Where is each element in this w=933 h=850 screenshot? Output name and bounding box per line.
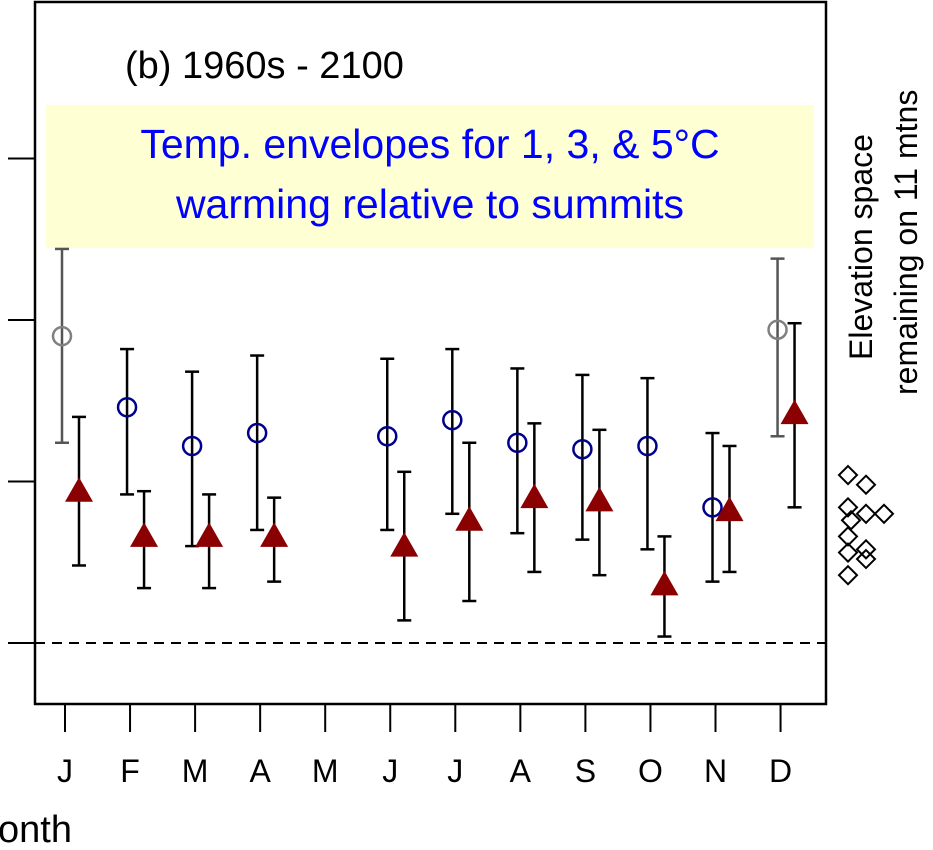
triangle-point-group (65, 415, 93, 567)
triangle-point (195, 522, 224, 547)
circle-point (702, 497, 723, 518)
triangle-point (650, 570, 679, 596)
triangle-point (585, 486, 614, 512)
diamond-point (855, 474, 877, 496)
x-axis-title: onth (0, 809, 72, 850)
circle-point-group (377, 357, 398, 532)
right-label-line-2: remaining on 11 mtns (888, 90, 924, 395)
circle-point (767, 319, 788, 340)
triangle-point-group (715, 444, 744, 574)
annotation-highlight (46, 105, 814, 248)
triangle-point-group (130, 489, 159, 590)
data-marks (51, 247, 895, 638)
circle-point (246, 422, 268, 444)
diamond-point (855, 548, 877, 570)
circle-point-group (246, 354, 268, 532)
circle-point (377, 426, 398, 447)
diamond-point (837, 464, 859, 486)
circle-point-group (767, 257, 788, 438)
circle-point-group (572, 373, 593, 541)
triangle-point-group (260, 496, 289, 583)
circle-point (637, 435, 658, 457)
circle-point-group (181, 370, 203, 548)
diamond-point (873, 503, 895, 525)
x-tick-label: M (312, 753, 339, 789)
triangle-point-group (455, 441, 484, 603)
circle-point (181, 435, 203, 457)
plot-frame (33, 0, 828, 706)
triangle-point-group (650, 535, 679, 638)
triangle-point (130, 522, 159, 547)
diamond-point (837, 496, 859, 518)
annotation-line-2: warming relative to summits (175, 181, 684, 227)
circle-point-group (116, 347, 138, 496)
circle-point-group (507, 367, 528, 535)
diamond-cluster (837, 464, 895, 586)
x-tick-label: A (510, 753, 532, 789)
triangle-point-group (195, 493, 224, 590)
circle-point-group (702, 431, 723, 583)
diamond-point (855, 538, 877, 560)
x-tick-label: S (575, 753, 596, 789)
x-tick-label: A (249, 753, 271, 789)
x-tick-label: J (57, 753, 73, 789)
triangle-point-group (585, 428, 614, 577)
triangle-point (260, 522, 289, 547)
panel-label: (b) 1960s - 2100 (125, 45, 404, 87)
x-tick-label: O (638, 753, 663, 789)
triangle-point (780, 399, 809, 425)
triangle-point (520, 483, 549, 509)
circle-point (507, 432, 528, 453)
triangle-point-group (520, 422, 549, 574)
circle-point (51, 325, 73, 347)
x-tick-label: M (182, 753, 209, 789)
circle-point (572, 438, 593, 460)
circle-point-group (51, 247, 73, 444)
circle-point-group (637, 376, 658, 551)
y-axis-ticks (8, 157, 35, 644)
x-tick-label: J (382, 753, 398, 789)
circle-point-group (442, 347, 463, 516)
x-tick-label: D (769, 753, 792, 789)
annotation-line-1: Temp. envelopes for 1, 3, & 5°C (140, 121, 719, 167)
triangle-point (715, 496, 744, 522)
x-tick-label: N (704, 753, 727, 789)
diamond-point (837, 564, 859, 586)
triangle-point-group (780, 321, 809, 509)
x-tick-label: F (120, 753, 140, 789)
right-label-line-1: Elevation space (843, 134, 879, 360)
triangle-point (390, 532, 419, 557)
circle-point (442, 409, 463, 431)
triangle-point (455, 506, 484, 531)
x-tick-label: J (447, 753, 463, 789)
diamond-point (837, 525, 859, 547)
triangle-point-group (390, 470, 419, 622)
triangle-point (65, 477, 93, 502)
diamond-point (855, 503, 877, 525)
circle-point (116, 396, 138, 418)
diamond-point (837, 542, 859, 563)
